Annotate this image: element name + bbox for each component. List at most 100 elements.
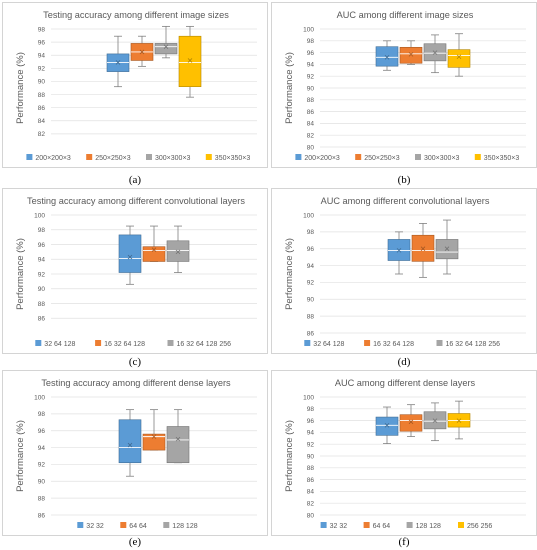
legend-label: 250×250×3 bbox=[95, 155, 131, 162]
y-tick-label: 100 bbox=[303, 394, 314, 401]
box-body bbox=[375, 46, 399, 67]
mean-marker bbox=[384, 423, 390, 428]
y-tick-label: 88 bbox=[38, 92, 46, 99]
y-tick-label: 82 bbox=[307, 133, 315, 140]
mean-marker bbox=[420, 246, 426, 251]
mean-marker bbox=[115, 60, 121, 65]
y-axis-label: Performance (%) bbox=[284, 52, 295, 124]
y-tick-label: 90 bbox=[38, 79, 46, 86]
box-blue bbox=[375, 406, 399, 445]
legend-label: 200×200×3 bbox=[304, 155, 340, 162]
y-tick-label: 98 bbox=[307, 406, 315, 413]
chart-svg: Testing accuracy among different convolu… bbox=[15, 196, 257, 348]
y-tick-label: 88 bbox=[38, 495, 46, 502]
mean-marker bbox=[456, 418, 462, 423]
box-body bbox=[118, 419, 142, 464]
y-tick-label: 92 bbox=[38, 66, 46, 73]
mean-marker bbox=[187, 58, 193, 63]
box-body bbox=[375, 416, 399, 436]
y-tick-label: 88 bbox=[307, 313, 315, 320]
legend-label: 16 32 64 128 256 bbox=[446, 341, 501, 348]
y-tick-label: 96 bbox=[307, 50, 315, 57]
y-tick-label: 86 bbox=[38, 105, 46, 112]
box-body bbox=[166, 240, 190, 262]
box-blue bbox=[375, 40, 399, 71]
mean-marker bbox=[151, 247, 157, 252]
chart-svg: Testing accuracy among different dense l… bbox=[15, 378, 257, 530]
legend-swatch bbox=[474, 154, 481, 160]
chart-title: Testing accuracy among different convolu… bbox=[27, 196, 245, 206]
y-tick-label: 92 bbox=[38, 462, 46, 469]
chart-panel-a: Testing accuracy among different image s… bbox=[2, 2, 268, 168]
mean-marker bbox=[444, 246, 450, 251]
box-orange bbox=[399, 40, 423, 65]
y-tick-label: 94 bbox=[38, 53, 46, 60]
legend-label: 16 32 64 128 256 bbox=[177, 341, 232, 348]
legend-swatch bbox=[163, 522, 170, 528]
chart-svg: AUC among different image sizes Performan… bbox=[284, 10, 526, 162]
box-orange bbox=[142, 409, 166, 451]
chart-panel-b: AUC among different image sizes Performan… bbox=[271, 2, 537, 168]
legend-swatch bbox=[120, 522, 127, 528]
chart-svg: AUC among different convolutional layers… bbox=[284, 196, 526, 348]
box-gold bbox=[447, 33, 471, 77]
y-tick-label: 88 bbox=[307, 465, 315, 472]
panel-caption-e: (e) bbox=[128, 536, 142, 548]
mean-marker bbox=[456, 54, 462, 60]
y-tick-label: 92 bbox=[307, 74, 315, 81]
legend-swatch bbox=[363, 522, 370, 528]
legend-swatch bbox=[26, 154, 33, 160]
legend-swatch bbox=[364, 340, 371, 346]
mean-marker bbox=[175, 249, 181, 255]
legend-swatch bbox=[86, 154, 93, 160]
mean-marker bbox=[408, 419, 414, 425]
y-tick-label: 98 bbox=[307, 229, 315, 236]
chart-title: Testing accuracy among different dense l… bbox=[41, 378, 231, 388]
chart-title: AUC among different dense layers bbox=[335, 378, 476, 388]
panel-caption-c: (c) bbox=[128, 356, 142, 368]
box-body bbox=[154, 43, 178, 55]
box-body bbox=[399, 414, 423, 432]
mean-marker bbox=[127, 442, 133, 448]
y-tick-label: 94 bbox=[307, 62, 315, 69]
legend-swatch bbox=[295, 154, 302, 160]
y-tick-label: 92 bbox=[307, 442, 315, 449]
y-tick-label: 86 bbox=[307, 330, 315, 337]
legend-label: 128 128 bbox=[416, 523, 441, 530]
y-tick-label: 84 bbox=[38, 118, 46, 125]
y-tick-label: 82 bbox=[307, 501, 315, 508]
y-axis-label: Performance (%) bbox=[284, 420, 295, 492]
box-body bbox=[399, 46, 423, 64]
chart-panel-c: Testing accuracy among different convolu… bbox=[2, 188, 268, 354]
y-tick-label: 88 bbox=[307, 97, 315, 104]
legend-label: 250×250×3 bbox=[364, 155, 400, 162]
chart-title: Testing accuracy among different image s… bbox=[43, 10, 229, 20]
box-gray bbox=[423, 34, 447, 74]
y-tick-label: 94 bbox=[38, 445, 46, 452]
y-tick-label: 84 bbox=[307, 121, 315, 128]
legend-swatch bbox=[320, 522, 327, 528]
box-orange bbox=[142, 225, 166, 262]
legend-label: 300×300×3 bbox=[424, 155, 460, 162]
legend-label: 128 128 bbox=[172, 523, 197, 530]
box-gold bbox=[447, 400, 471, 440]
y-tick-label: 100 bbox=[34, 394, 45, 401]
legend-swatch bbox=[406, 522, 413, 528]
legend-swatch bbox=[355, 154, 362, 160]
y-tick-label: 82 bbox=[38, 131, 46, 138]
y-tick-label: 92 bbox=[38, 271, 46, 278]
panel-caption-f: (f) bbox=[398, 536, 410, 548]
y-tick-label: 96 bbox=[38, 428, 46, 435]
y-tick-label: 86 bbox=[307, 109, 315, 116]
legend-swatch bbox=[167, 340, 174, 346]
legend-swatch bbox=[146, 154, 152, 160]
legend-label: 200×200×3 bbox=[35, 155, 71, 162]
legend-swatch bbox=[304, 340, 311, 346]
legend-label: 32 64 128 bbox=[44, 341, 75, 348]
legend-label: 32 64 128 bbox=[313, 341, 344, 348]
legend-label: 350×350×3 bbox=[215, 155, 251, 162]
box-gray bbox=[423, 402, 447, 442]
box-body bbox=[166, 426, 190, 464]
mean-marker bbox=[151, 434, 157, 439]
legend-swatch bbox=[77, 522, 84, 528]
